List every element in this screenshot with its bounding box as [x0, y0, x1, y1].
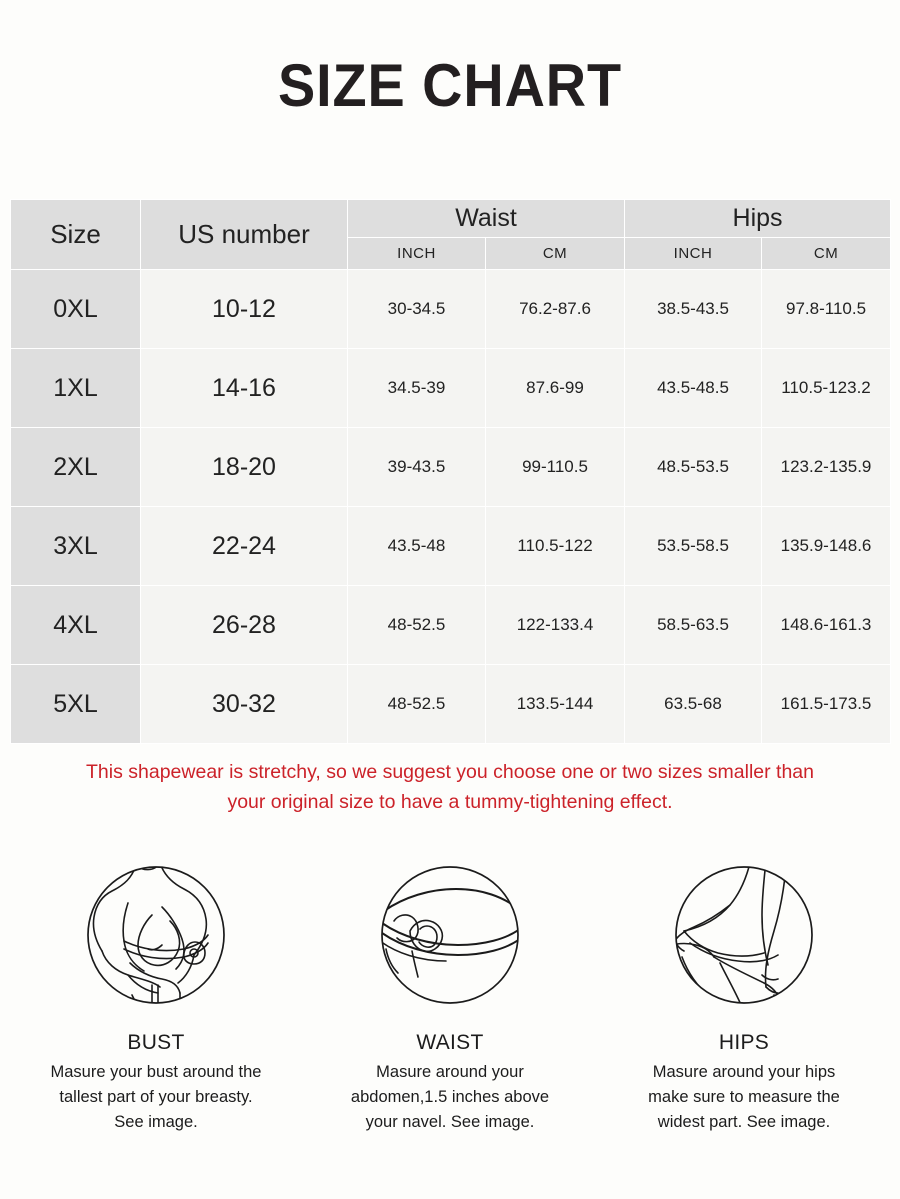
cell-hips-cm: 161.5-173.5 — [761, 664, 892, 744]
cell-hips-inch: 38.5-43.5 — [624, 269, 763, 349]
cell-waist-cm: 87.6-99 — [484, 348, 626, 428]
cell-us-number: 22-24 — [140, 506, 348, 586]
column-header-waist-inch: INCH — [347, 237, 486, 270]
cell-size: 2XL — [10, 427, 141, 507]
cell-size: 1XL — [10, 348, 141, 428]
table-row: 5XL 30-32 48-52.5 133.5-144 63.5-68 161.… — [10, 664, 892, 744]
cell-hips-cm: 148.6-161.3 — [761, 585, 892, 665]
guide-title: HIPS — [718, 1031, 770, 1054]
table-body: 0XL 10-12 30-34.5 76.2-87.6 38.5-43.5 97… — [10, 269, 892, 744]
cell-waist-cm: 99-110.5 — [484, 427, 626, 507]
cell-waist-inch: 48-52.5 — [347, 585, 486, 665]
measurement-guides: BUST Masure your bust around the tallest… — [0, 845, 900, 1135]
cell-hips-cm: 135.9-148.6 — [761, 506, 892, 586]
cell-hips-cm: 110.5-123.2 — [761, 348, 892, 428]
guide-desc-line-3: breasty. See image. — [114, 1088, 253, 1131]
cell-us-number: 18-20 — [140, 427, 348, 507]
cell-size: 3XL — [10, 506, 141, 586]
guide-title: WAIST — [416, 1031, 484, 1054]
measurement-guide-waist: WAIST Masure around your abdomen,1.5 inc… — [339, 845, 561, 1135]
cell-waist-inch: 30-34.5 — [347, 269, 486, 349]
column-group-header-hips: Hips — [624, 199, 892, 238]
table-row: 1XL 14-16 34.5-39 87.6-99 43.5-48.5 110.… — [10, 348, 892, 428]
measurement-guide-bust: BUST Masure your bust around the tallest… — [45, 845, 267, 1135]
table-row: 4XL 26-28 48-52.5 122-133.4 58.5-63.5 14… — [10, 585, 892, 665]
table-head: Size US number Waist Hips INCH CM INCH C… — [10, 199, 892, 270]
guide-desc-line-3: widest part. See image. — [657, 1113, 831, 1131]
hips-measure-illustration — [654, 845, 834, 1025]
cell-hips-inch: 53.5-58.5 — [624, 506, 763, 586]
table-header-row-primary: Size US number Waist Hips — [10, 199, 892, 270]
bust-measure-illustration — [66, 845, 246, 1025]
measurement-guide-hips: HIPS Masure around your hips make sure t… — [633, 845, 855, 1135]
cell-hips-inch: 58.5-63.5 — [624, 585, 763, 665]
table-row: 2XL 18-20 39-43.5 99-110.5 48.5-53.5 123… — [10, 427, 892, 507]
cell-waist-inch: 43.5-48 — [347, 506, 486, 586]
cell-size: 4XL — [10, 585, 141, 665]
cell-hips-inch: 63.5-68 — [624, 664, 763, 744]
cell-hips-inch: 43.5-48.5 — [624, 348, 763, 428]
cell-waist-cm: 133.5-144 — [484, 664, 626, 744]
cell-us-number: 10-12 — [140, 269, 348, 349]
cell-us-number: 30-32 — [140, 664, 348, 744]
guide-desc-line-2: make sure to measure the — [648, 1088, 840, 1106]
cell-waist-cm: 122-133.4 — [484, 585, 626, 665]
guide-desc-line-1: Masure around your — [376, 1063, 524, 1081]
size-chart-table-container: Size US number Waist Hips INCH CM INCH C… — [10, 199, 892, 744]
cell-waist-inch: 34.5-39 — [347, 348, 486, 428]
guide-desc-line-3: your navel. See image. — [365, 1113, 535, 1131]
cell-size: 0XL — [10, 269, 141, 349]
column-header-waist-cm: CM — [484, 237, 626, 270]
table-row: 0XL 10-12 30-34.5 76.2-87.6 38.5-43.5 97… — [10, 269, 892, 349]
cell-waist-inch: 39-43.5 — [347, 427, 486, 507]
column-header-hips-inch: INCH — [624, 237, 763, 270]
size-chart-table: Size US number Waist Hips INCH CM INCH C… — [10, 199, 892, 744]
guide-desc-line-1: Masure around your hips — [652, 1063, 836, 1081]
cell-us-number: 26-28 — [140, 585, 348, 665]
column-group-header-waist: Waist — [346, 199, 626, 238]
cell-waist-inch: 48-52.5 — [347, 664, 486, 744]
waist-measure-illustration — [360, 845, 540, 1025]
column-header-size: Size — [10, 199, 141, 270]
guide-description: Masure around your hips make sure to mea… — [633, 1060, 855, 1135]
guide-description: Masure your bust around the tallest part… — [45, 1060, 267, 1135]
cell-waist-cm: 76.2-87.6 — [484, 269, 626, 349]
page-title: SIZE CHART — [277, 52, 623, 119]
cell-hips-inch: 48.5-53.5 — [624, 427, 763, 507]
table-row: 3XL 22-24 43.5-48 110.5-122 53.5-58.5 13… — [10, 506, 892, 586]
guide-desc-line-2: the tallest part of your — [59, 1063, 262, 1106]
guide-desc-line-2: abdomen,1.5 inches above — [350, 1088, 550, 1106]
cell-waist-cm: 110.5-122 — [484, 506, 626, 586]
guide-desc-line-1: Masure your bust around — [50, 1063, 234, 1081]
cell-us-number: 14-16 — [140, 348, 348, 428]
column-header-hips-cm: CM — [761, 237, 892, 270]
guide-description: Masure around your abdomen,1.5 inches ab… — [339, 1060, 561, 1135]
note-line-1: This shapewear is stretchy, so we sugges… — [86, 761, 814, 783]
cell-hips-cm: 123.2-135.9 — [761, 427, 892, 507]
column-header-us-number: US number — [140, 199, 348, 270]
table-header-row-secondary: INCH CM INCH CM — [11, 237, 892, 270]
guide-title: BUST — [127, 1031, 185, 1054]
cell-size: 5XL — [10, 664, 141, 744]
note-line-2: your original size to have a tummy-tight… — [227, 791, 673, 813]
cell-hips-cm: 97.8-110.5 — [761, 269, 892, 349]
stretch-advisory-note: This shapewear is stretchy, so we sugges… — [0, 757, 900, 817]
